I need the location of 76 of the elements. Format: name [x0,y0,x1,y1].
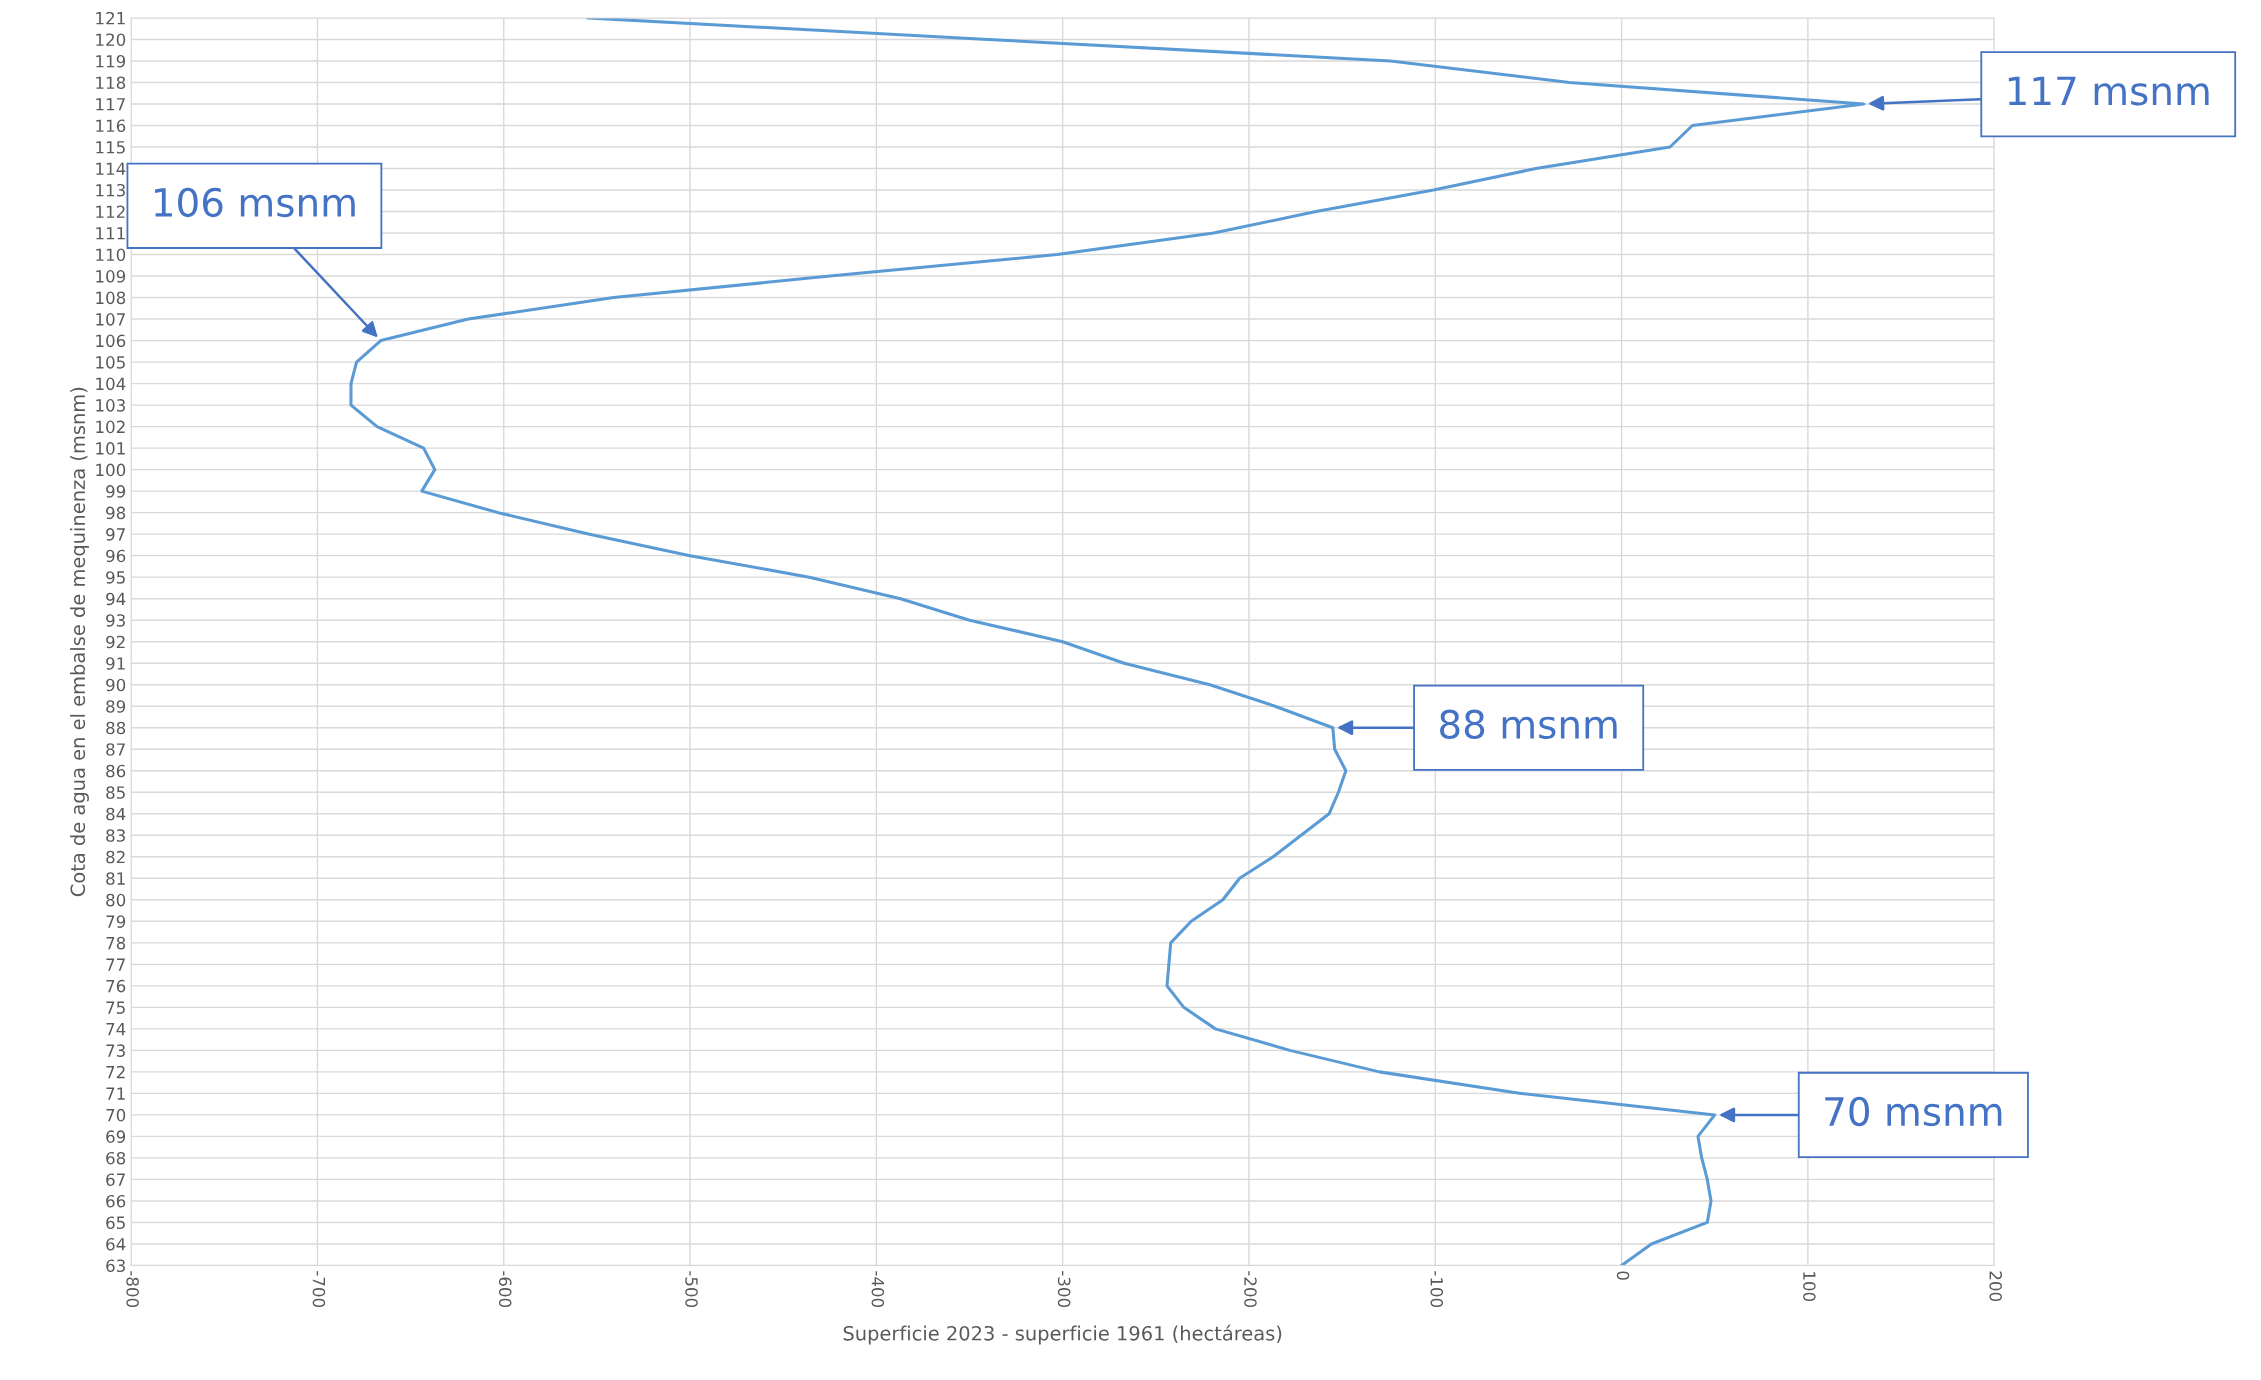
y-tick-label: 74 [106,1023,126,1036]
y-tick-label: 94 [106,592,126,606]
y-tick-label: 105 [96,356,125,369]
y-tick-label: 77 [106,958,125,971]
y-tick-label: 114 [96,162,126,175]
x-tick-label: 0 [1616,1271,1630,1280]
y-tick-label: 88 [106,721,126,735]
annotation: 106 msnm [155,187,355,218]
y-tick-label: 66 [106,1194,126,1208]
y-tick-label: 111 [96,227,125,240]
y-tick-label: 83 [106,829,125,842]
y-tick-label: 117 [96,98,125,111]
y-tick-label: 91 [106,657,125,670]
y-tick-label: 116 [96,119,126,133]
y-tick-label: 82 [106,850,125,864]
y-tick-label: 103 [96,399,125,412]
annotation: 88 msnm [1440,709,1617,740]
x-tick-label: -400 [871,1271,885,1308]
y-tick-label: 92 [106,635,125,649]
y-tick-label: 85 [106,786,125,799]
y-tick-label: 68 [106,1151,126,1165]
y-axis-title: Cota de agua en el embalse de mequinenza (msnm) [70,387,89,897]
y-tick-label: 99 [106,485,126,498]
y-tick-label: 86 [106,764,126,778]
y-tick-label: 70 [106,1108,126,1122]
y-tick-label: 89 [106,700,126,713]
y-tick-label: 104 [96,377,126,391]
y-tick-label: 79 [106,915,126,928]
y-tick-label: 90 [106,678,126,692]
y-tick-label: 109 [96,270,126,283]
x-tick-label: -800 [126,1271,139,1308]
y-tick-label: 72 [106,1065,125,1079]
y-tick-label: 108 [96,291,126,305]
y-tick-label: 100 [96,463,126,477]
y-tick-label: 96 [106,549,126,563]
y-tick-label: 98 [106,506,126,520]
y-tick-label: 118 [96,76,126,90]
y-tick-label: 64 [106,1237,126,1251]
y-tick-label: 95 [106,571,125,584]
y-tick-label: 110 [96,248,126,262]
y-tick-label: 71 [106,1087,125,1100]
y-tick-label: 76 [106,979,126,993]
y-tick-label: 65 [106,1216,125,1230]
y-tick-label: 107 [96,313,125,326]
x-tick-label: -700 [312,1271,326,1308]
y-tick-label: 78 [106,936,126,950]
annotation: 117 msnm [2008,76,2209,106]
x-tick-label: 200 [1989,1271,2002,1302]
y-tick-label: 120 [96,33,126,47]
y-tick-label: 84 [106,807,126,821]
x-tick-label: -600 [498,1271,512,1308]
y-tick-label: 119 [96,54,126,68]
y-tick-label: 81 [106,872,125,885]
y-tick-label: 87 [106,743,125,756]
y-tick-label: 101 [96,442,125,455]
y-tick-label: 97 [106,528,125,541]
y-tick-label: 73 [106,1044,125,1057]
x-tick-label: -100 [1430,1271,1444,1308]
y-tick-label: 93 [106,614,125,627]
y-tick-label: 102 [96,420,125,434]
y-tick-label: 112 [96,205,125,218]
x-tick-label: -300 [1057,1271,1071,1308]
x-tick-label: -500 [685,1271,698,1308]
x-tick-label: -200 [1244,1271,1257,1308]
y-tick-label: 75 [106,1001,125,1014]
annotation: 70 msnm [1825,1096,2002,1127]
x-tick-label: 100 [1803,1272,1816,1302]
y-tick-label: 121 [96,11,125,25]
y-tick-label: 69 [106,1130,126,1143]
y-tick-label: 63 [106,1259,125,1273]
y-tick-label: 80 [106,893,126,907]
y-tick-label: 115 [96,141,125,154]
y-tick-label: 106 [96,334,126,348]
x-axis-title: Superficie 2023 - superficie 1961 (hectáreas) [843,1324,1282,1345]
y-tick-label: 67 [106,1173,125,1186]
y-tick-label: 113 [96,183,125,197]
